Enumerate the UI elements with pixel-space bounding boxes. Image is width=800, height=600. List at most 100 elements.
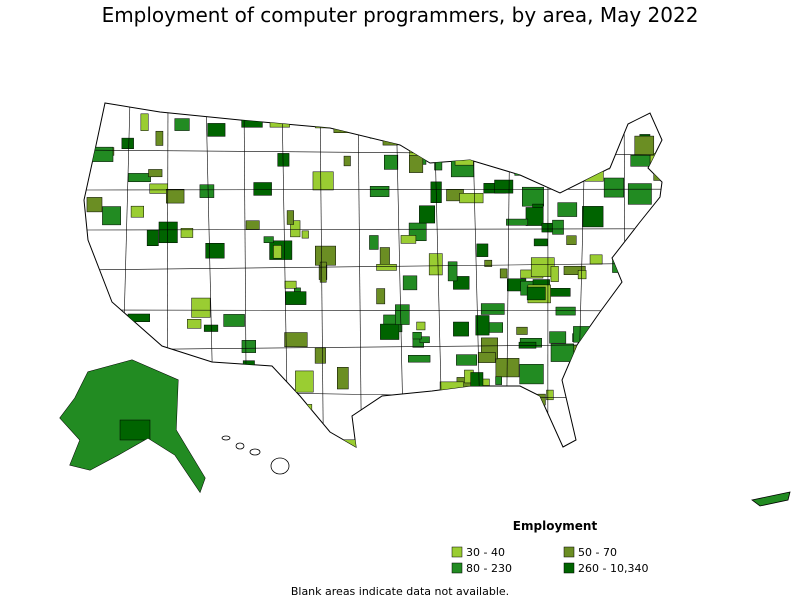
area-fill [512,397,526,410]
area-fill [435,430,446,440]
area-fill [527,422,539,433]
legend-swatch [563,546,575,558]
area-fill [284,332,308,348]
area-fill [149,183,168,194]
area-fill [199,184,215,198]
area-fill [273,245,282,259]
area-fill [342,439,357,447]
area-fill [613,368,637,377]
area-fill [223,416,232,435]
area-fill [206,388,230,409]
area-fill [476,243,489,257]
area-fill [419,418,443,432]
area-fill [642,226,662,249]
area-fill [253,182,272,196]
legend-title: Employment [513,519,598,533]
area-fill [295,370,314,393]
area-fill [477,352,496,363]
area-fill [402,275,418,291]
area-fill [603,177,624,198]
area-fill [333,114,356,133]
area-fill [395,304,410,325]
area-fill [634,135,655,156]
area-fill [653,395,662,412]
area-fill [369,129,385,139]
area-fill [121,137,134,150]
area-fill [485,151,500,165]
area-fill [412,332,422,340]
area-fill [552,219,564,235]
legend-label: 50 - 70 [578,546,617,559]
area-fill [548,288,571,297]
area-fill [509,147,525,169]
area-fill [583,394,601,404]
area-fill [507,409,530,432]
area-fill [519,364,544,385]
area-fill [146,229,159,246]
area-fill [439,393,453,403]
area-fill [319,261,327,283]
area-fill [495,103,505,115]
area-fill [553,142,569,165]
area-fill [419,205,436,224]
area-fill [510,450,534,459]
state-border [84,309,662,312]
area-fill [263,236,274,243]
area-fill [555,145,570,166]
legend-label: 80 - 230 [466,562,512,575]
area-fill [526,286,546,301]
area-fill [450,154,475,178]
area-fill [639,441,653,447]
area-fill [589,434,601,445]
area-fill [369,235,379,250]
area-fill [381,446,393,447]
area-fill [575,412,584,425]
area-fill [421,438,433,447]
area-fill [337,367,349,390]
area-fill [582,206,604,228]
area-fill [445,119,462,129]
area-fill [464,132,474,140]
footnote: Blank areas indicate data not available. [291,585,509,598]
area-fill [550,266,559,282]
area-fill [546,389,554,401]
area-fill [630,155,651,167]
legend-swatch [451,562,463,574]
area-fill [223,314,245,327]
area-fill [286,210,294,225]
area-fill [235,380,258,392]
area-fill [500,442,525,447]
area-fill [607,430,622,447]
area-fill [638,291,656,311]
area-fill [459,193,484,204]
map-title: Employment of computer programmers, by a… [102,3,699,27]
area-fill [638,414,662,426]
area-fill [515,118,523,131]
legend: 30 - 40 50 - 70 80 - 230 260 - 10,340 [451,546,648,575]
area-fill [436,128,460,148]
area-fill [91,146,114,162]
area-fill [656,165,662,177]
area-fill [447,261,458,282]
area-fill [314,347,326,364]
area-fill [632,261,655,284]
legend-swatch [563,562,575,574]
state-border [84,262,662,271]
area-fill [627,183,652,205]
area-fill [155,130,164,146]
area-fill [516,326,528,335]
area-fill [416,321,426,331]
area-fill [453,321,469,337]
area-fill [364,448,371,461]
area-fill [556,172,574,187]
area-fill [521,186,544,207]
area-fill [581,333,602,354]
area-fill [484,259,493,267]
area-fill [409,111,427,133]
area-fill [555,306,576,316]
area-fill [464,110,489,119]
legend-swatch [451,546,463,558]
area-fill [242,360,255,378]
area-fill [550,343,574,362]
